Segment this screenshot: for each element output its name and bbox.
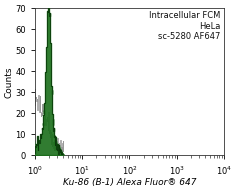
X-axis label: Ku-86 (B-1) Alexa Fluor® 647: Ku-86 (B-1) Alexa Fluor® 647 [63,178,196,187]
Y-axis label: Counts: Counts [5,66,14,98]
Text: Intracellular FCM
HeLa
sc-5280 AF647: Intracellular FCM HeLa sc-5280 AF647 [149,11,220,41]
